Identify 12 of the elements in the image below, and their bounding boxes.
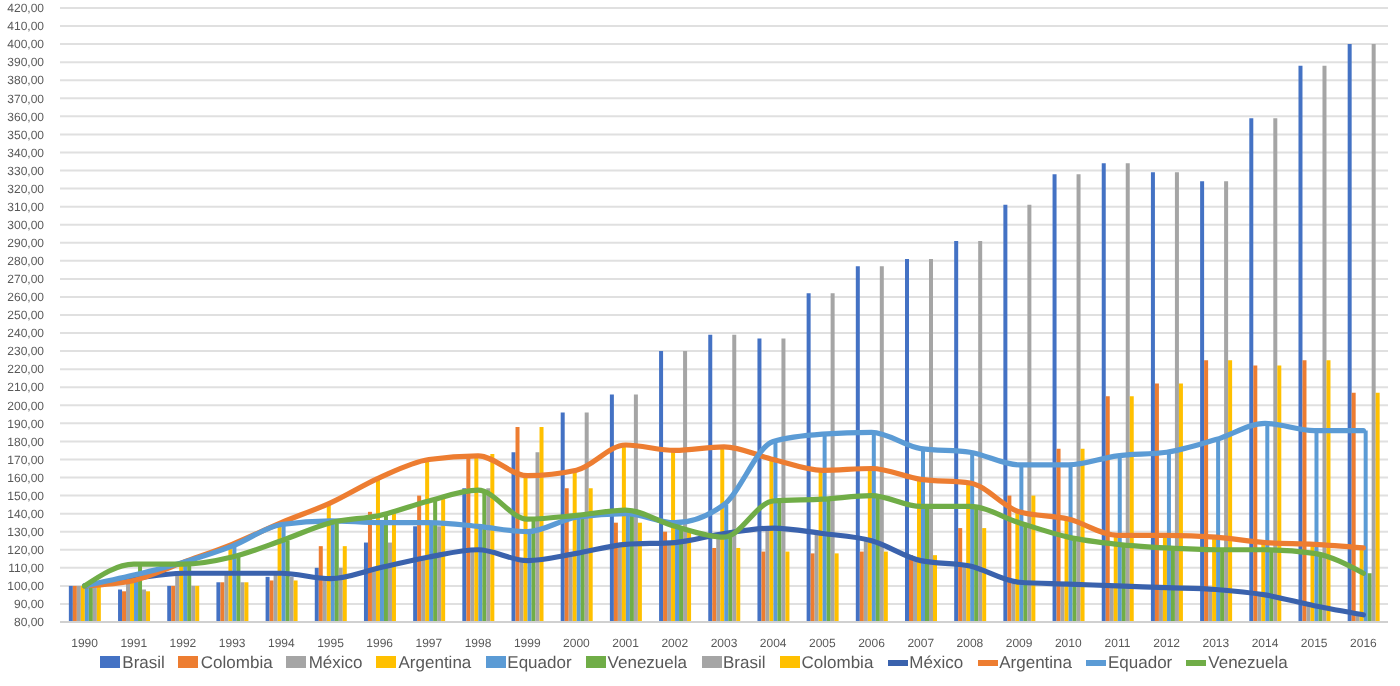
- legend-label: Equador: [1106, 650, 1173, 674]
- legend-label: Colombia: [198, 650, 273, 674]
- legend-label: Venezuela: [605, 650, 687, 674]
- legend-label: Brasil: [120, 650, 165, 674]
- legend-label: Argentina: [997, 650, 1072, 674]
- legend-label: Equador: [505, 650, 572, 674]
- legend-label: Colombia: [799, 650, 874, 674]
- legend-label: México: [306, 650, 363, 674]
- legend-label: Argentina: [396, 650, 472, 674]
- legend-label: México: [907, 650, 964, 674]
- legend-label: Brasil: [721, 650, 766, 674]
- legend-label: Venezuela: [1206, 650, 1288, 674]
